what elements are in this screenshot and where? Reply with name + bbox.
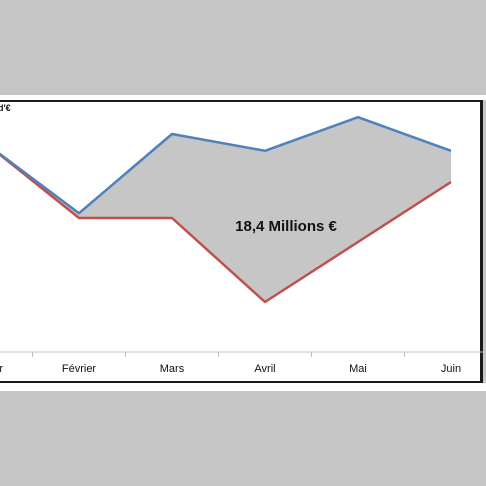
x-axis-ticks xyxy=(32,352,405,357)
x-tick-label: Avril xyxy=(254,363,275,375)
series-line-red xyxy=(0,153,452,304)
unit-label: d'€ xyxy=(0,103,11,113)
bottom-white-strip xyxy=(0,383,486,391)
x-tick-label: Mai xyxy=(349,363,367,375)
x-tick-labels: r Février Mars Avril Mai Juin xyxy=(0,363,461,375)
fill-between-area xyxy=(0,117,451,302)
x-tick-label: Mars xyxy=(160,363,185,375)
series-line-blue xyxy=(0,115,452,215)
x-tick-label: Juin xyxy=(441,363,461,375)
x-tick-label: r xyxy=(0,363,3,375)
x-tick-label: Février xyxy=(62,363,97,375)
top-gray-band xyxy=(0,0,486,95)
series-lines xyxy=(0,115,452,304)
top-white-strip xyxy=(0,95,486,100)
total-annotation: 18,4 Millions € xyxy=(235,218,337,235)
